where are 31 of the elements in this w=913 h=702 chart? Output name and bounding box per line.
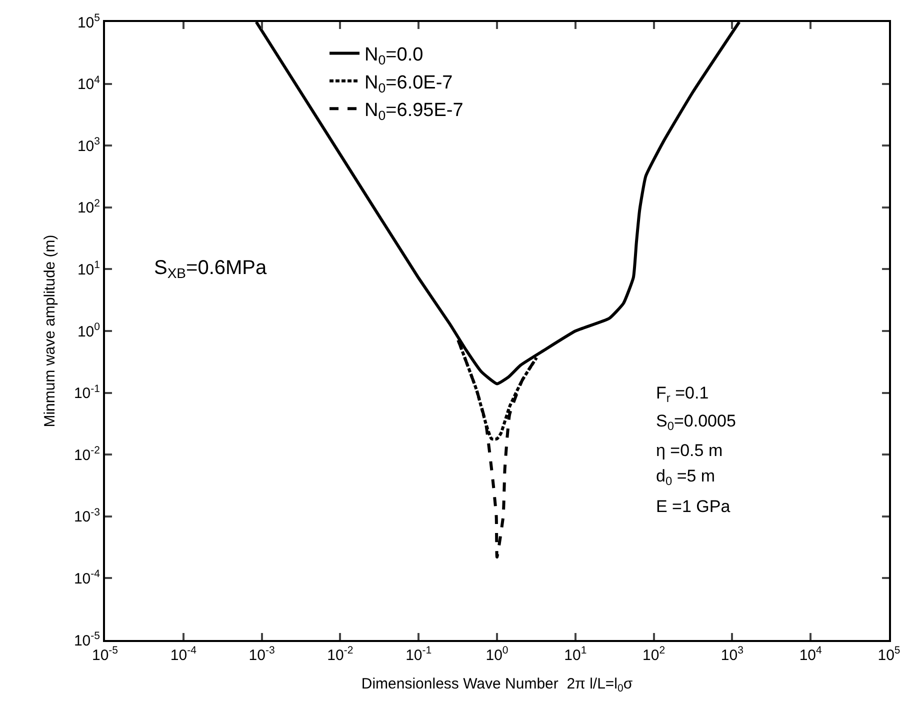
annotation: η =0.5 m: [656, 441, 723, 460]
y-tick-label: 10$^{4}$: [77, 74, 100, 94]
annotation: F$_{r}$ =0.1: [656, 383, 709, 405]
x-tick-label: 10$^{-1}$: [406, 644, 432, 664]
legend-label: N$_{0}$=0.0: [364, 44, 424, 68]
y-tick-label: 10$^{0}$: [77, 320, 100, 340]
x-tick-label: 10$^{0}$: [486, 644, 508, 664]
legend-label: N$_{0}$=6.0E-7: [364, 72, 453, 96]
x-tick-label: 10$^{1}$: [564, 644, 587, 664]
annotation: S$_{XB}$=0.6MPa: [154, 257, 268, 282]
x-tick-label: 10$^{-2}$: [327, 644, 354, 664]
y-tick-label: 10$^{-3}$: [74, 506, 100, 526]
x-tick-label: 10$^{-3}$: [248, 644, 275, 664]
y-tick-label: 10$^{-1}$: [74, 382, 100, 402]
y-tick-label: 10$^{1}$: [77, 259, 100, 278]
y-tick-label: 10$^{3}$: [77, 136, 100, 155]
x-tick-label: 10$^{5}$: [878, 644, 900, 664]
annotation: S$_{0}$=0.0005: [656, 411, 736, 433]
y-tick-label: 10$^{2}$: [77, 197, 100, 217]
x-tick-label: 10$^{2}$: [642, 644, 666, 664]
annotation: E =1 GPa: [656, 497, 731, 516]
y-axis-title: Minmum wave amplitude (m): [42, 234, 59, 428]
y-tick-label: 10$^{-2}$: [74, 444, 100, 464]
x-axis-title: Dimensionless Wave Number 2π l/L=l$_{0}$σ: [361, 676, 634, 695]
x-tick-label: 10$^{3}$: [720, 644, 744, 664]
x-tick-label: 10$^{4}$: [799, 644, 822, 664]
legend-label: N$_{0}$=6.95E-7: [364, 100, 464, 124]
y-tick-label: 10$^{5}$: [77, 12, 100, 32]
annotation: d$_{0}$ =5 m: [656, 466, 716, 488]
x-tick-label: 10$^{-4}$: [170, 644, 197, 664]
y-tick-label: 10$^{-4}$: [74, 568, 100, 588]
